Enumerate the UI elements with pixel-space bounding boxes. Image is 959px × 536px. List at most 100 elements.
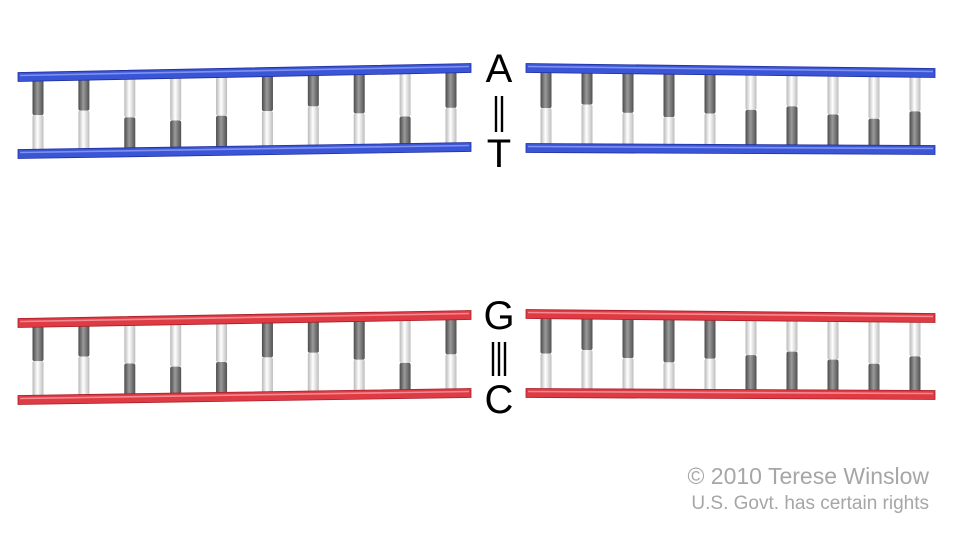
rung-upper-half: [261, 72, 273, 112]
rung-lower-half: [124, 363, 136, 399]
rights-notice: U.S. Govt. has certain rights: [691, 493, 929, 514]
strand-highlight: [527, 311, 934, 318]
rung-lower-half: [663, 362, 675, 394]
base-pair-rung: [868, 317, 880, 397]
gc-strands: [17, 309, 936, 405]
rung-upper-half: [124, 321, 136, 364]
base-pair-rung: [909, 72, 921, 152]
rung-upper-half: [909, 72, 921, 112]
rung-upper-half: [353, 316, 365, 360]
base-pair-rung: [32, 322, 44, 402]
rung-upper-half: [827, 71, 839, 115]
rung-upper-half: [745, 70, 757, 110]
rung-lower-half: [445, 107, 457, 148]
rung-upper-half: [170, 73, 182, 121]
base-pair-rung: [786, 71, 798, 151]
base-pair-rung: [78, 75, 90, 155]
backbone-strand-top: [17, 310, 472, 328]
base-pair-rung: [353, 70, 365, 151]
strand-highlight: [19, 65, 470, 77]
rung-upper-half: [445, 315, 457, 355]
rung-lower-half: [786, 351, 798, 395]
rung-upper-half: [827, 317, 839, 360]
rung-upper-half: [307, 71, 319, 107]
rung-lower-half: [32, 361, 44, 400]
base-letter-t: T: [487, 132, 511, 176]
rung-upper-half: [540, 314, 552, 354]
base-pair-rung: [216, 319, 228, 399]
base-pair-rung: [124, 321, 136, 400]
rung-upper-half: [216, 72, 228, 116]
rung-upper-half: [124, 74, 136, 118]
base-pair-rung: [786, 316, 798, 396]
rung-lower-half: [124, 117, 136, 153]
base-letter-g: G: [483, 294, 514, 338]
at-hydrogen-bonds: [494, 96, 504, 132]
rung-lower-half: [827, 359, 839, 395]
base-pair-rung: [745, 316, 757, 396]
base-pair-rung: [32, 76, 44, 156]
strand-highlight: [19, 144, 470, 154]
gc-hydrogen-bonds: [491, 342, 507, 376]
rung-lower-half: [622, 112, 634, 149]
strand-highlight: [19, 390, 470, 400]
base-pair-rung: [307, 71, 319, 151]
rung-upper-half: [909, 317, 921, 357]
rung-lower-half: [909, 356, 921, 395]
rung-upper-half: [353, 70, 365, 114]
base-pair-rung: [216, 72, 228, 153]
rung-upper-half: [32, 322, 44, 362]
base-pair-rung: [581, 68, 593, 150]
rung-lower-half: [32, 115, 44, 154]
rung-upper-half: [78, 321, 90, 357]
rung-upper-half: [216, 319, 228, 363]
rung-upper-half: [704, 315, 716, 359]
base-pair-rung: [261, 72, 273, 152]
rung-lower-half: [909, 111, 921, 150]
rung-upper-half: [704, 70, 716, 114]
rung-lower-half: [170, 120, 182, 152]
backbone-strand-bottom: [525, 388, 936, 400]
backbone-strand-top: [17, 63, 472, 82]
rung-lower-half: [745, 355, 757, 395]
base-pair-rung: [622, 69, 634, 150]
rung-upper-half: [581, 68, 593, 105]
rung-lower-half: [261, 357, 273, 397]
rung-lower-half: [353, 113, 365, 149]
backbone-strand-bottom: [17, 388, 472, 405]
base-pair-rung: [445, 315, 457, 395]
rung-upper-half: [868, 72, 880, 119]
rung-lower-half: [445, 354, 457, 394]
backbone-strand-top: [525, 63, 936, 78]
at-rungs: [32, 68, 921, 156]
adenine-thymine-pair: A T: [17, 47, 936, 176]
rung-upper-half: [307, 317, 319, 353]
backbone-strand-bottom: [525, 143, 936, 155]
base-pair-rung: [745, 70, 757, 151]
base-pair-rung: [445, 68, 457, 149]
guanine-cytosine-pair: G C: [17, 294, 936, 422]
strand-highlight: [527, 145, 934, 150]
rung-upper-half: [399, 69, 411, 117]
base-pair-rung: [540, 68, 552, 150]
rung-lower-half: [307, 352, 319, 396]
rung-lower-half: [581, 104, 593, 149]
rung-lower-half: [261, 111, 273, 151]
rung-upper-half: [78, 75, 90, 111]
rung-lower-half: [540, 353, 552, 394]
rung-lower-half: [704, 358, 716, 394]
base-pair-rung: [827, 71, 839, 152]
base-pair-rung: [261, 318, 273, 398]
rung-lower-half: [704, 113, 716, 149]
base-pair-rung: [704, 315, 716, 396]
rung-lower-half: [353, 359, 365, 395]
base-pair-rung: [909, 317, 921, 397]
rung-upper-half: [745, 316, 757, 356]
rung-lower-half: [868, 363, 880, 395]
base-pair-rung: [78, 321, 90, 401]
rung-lower-half: [216, 115, 228, 151]
base-pair-rung: [704, 70, 716, 151]
base-pair-rung: [170, 73, 182, 154]
rung-upper-half: [170, 320, 182, 367]
